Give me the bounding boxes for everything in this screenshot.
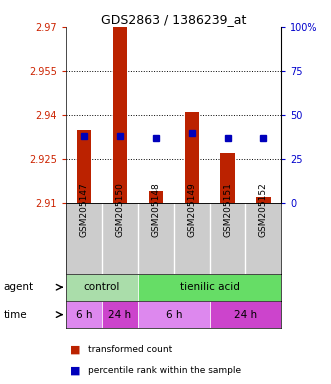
Text: 24 h: 24 h [234, 310, 257, 319]
Text: GSM205152: GSM205152 [259, 182, 268, 237]
Text: percentile rank within the sample: percentile rank within the sample [88, 366, 241, 375]
Text: GSM205149: GSM205149 [187, 182, 196, 237]
Text: time: time [3, 310, 27, 319]
Text: GSM205147: GSM205147 [80, 182, 89, 237]
Text: 6 h: 6 h [166, 310, 182, 319]
Bar [113, 27, 127, 203]
Bar [66, 273, 138, 301]
Text: GSM205148: GSM205148 [151, 182, 160, 237]
Text: tienilic acid: tienilic acid [180, 282, 240, 292]
Text: GSM205150: GSM205150 [116, 182, 124, 237]
Text: GSM205151: GSM205151 [223, 182, 232, 237]
Title: GDS2863 / 1386239_at: GDS2863 / 1386239_at [101, 13, 247, 26]
Bar [138, 273, 281, 301]
Bar [210, 301, 281, 328]
Text: ■: ■ [70, 344, 80, 354]
Text: agent: agent [3, 282, 33, 292]
Bar [77, 130, 91, 203]
Text: transformed count: transformed count [88, 345, 172, 354]
Bar [256, 197, 270, 203]
Bar [149, 191, 163, 203]
Bar [138, 301, 210, 328]
Text: 24 h: 24 h [109, 310, 131, 319]
Bar [102, 301, 138, 328]
Text: 6 h: 6 h [76, 310, 92, 319]
Text: ■: ■ [70, 366, 80, 376]
Bar [184, 112, 199, 203]
Text: control: control [84, 282, 120, 292]
Bar [66, 301, 102, 328]
Bar [220, 153, 235, 203]
